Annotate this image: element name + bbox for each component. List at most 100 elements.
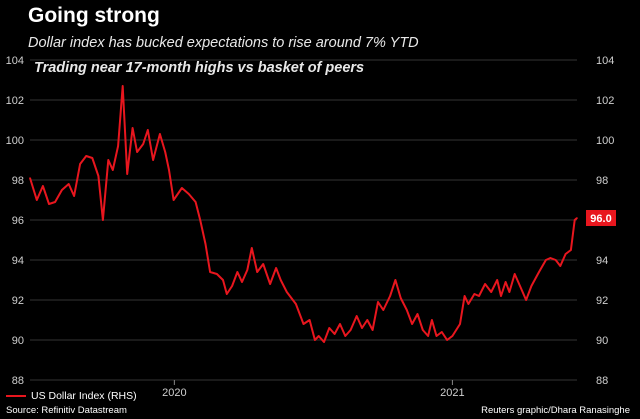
series-line bbox=[29, 85, 578, 343]
y-tick-label-right: 104 bbox=[596, 55, 614, 67]
x-tick-label: 2021 bbox=[440, 387, 464, 399]
data-point bbox=[216, 273, 218, 275]
data-point bbox=[349, 329, 352, 331]
data-point bbox=[545, 259, 547, 261]
y-tick-label-left: 102 bbox=[6, 95, 24, 107]
data-point bbox=[573, 219, 576, 221]
data-point bbox=[328, 327, 331, 329]
data-point bbox=[576, 217, 578, 219]
data-point bbox=[484, 283, 486, 285]
data-point bbox=[136, 151, 138, 153]
data-point bbox=[496, 279, 499, 281]
data-point bbox=[451, 335, 454, 337]
data-point bbox=[131, 127, 134, 129]
data-point bbox=[295, 303, 297, 305]
x-tick-label: 2020 bbox=[162, 387, 186, 399]
data-point bbox=[188, 193, 190, 195]
data-point bbox=[256, 271, 259, 273]
data-point bbox=[570, 249, 572, 251]
data-point bbox=[500, 295, 502, 297]
data-point bbox=[422, 329, 424, 331]
y-tick-label-left: 94 bbox=[12, 255, 24, 267]
data-point bbox=[355, 315, 358, 317]
y-tick-label-right: 88 bbox=[596, 375, 608, 387]
data-point bbox=[559, 265, 562, 267]
data-point bbox=[314, 339, 316, 341]
data-point bbox=[61, 189, 63, 191]
data-point bbox=[262, 263, 265, 265]
data-point bbox=[317, 335, 320, 337]
data-point bbox=[554, 259, 557, 261]
data-point bbox=[209, 271, 211, 273]
data-point bbox=[308, 319, 311, 321]
data-point bbox=[236, 271, 239, 273]
legend-label: US Dollar Index (RHS) bbox=[31, 390, 137, 402]
data-point bbox=[371, 329, 374, 331]
data-point bbox=[29, 177, 31, 179]
legend: US Dollar Index (RHS) bbox=[6, 390, 137, 402]
y-tick-label-right: 102 bbox=[596, 95, 614, 107]
data-point bbox=[67, 183, 70, 185]
data-point bbox=[121, 85, 124, 87]
series-group bbox=[29, 85, 578, 343]
data-point bbox=[85, 155, 87, 157]
data-point bbox=[431, 319, 433, 321]
data-point bbox=[152, 159, 154, 161]
data-point bbox=[377, 301, 379, 303]
y-tick-label-left: 96 bbox=[12, 215, 24, 227]
data-point bbox=[406, 309, 408, 311]
data-point bbox=[79, 163, 81, 165]
y-tick-label-right: 100 bbox=[596, 135, 614, 147]
data-point bbox=[164, 151, 166, 153]
data-point bbox=[382, 309, 385, 311]
data-point bbox=[361, 327, 363, 329]
gridlines bbox=[30, 59, 577, 381]
chart-title: Going strong bbox=[28, 4, 160, 27]
y-tick-label-right: 92 bbox=[596, 295, 608, 307]
data-point bbox=[269, 283, 271, 285]
data-point bbox=[112, 169, 114, 171]
data-point bbox=[344, 335, 347, 337]
chart-annotation: Trading near 17-month highs vs basket of… bbox=[34, 60, 365, 76]
data-point bbox=[222, 279, 224, 281]
data-point bbox=[36, 199, 38, 201]
chart-subtitle: Dollar index has bucked expectations to … bbox=[28, 35, 419, 51]
data-point bbox=[91, 157, 94, 159]
data-point bbox=[416, 313, 419, 315]
data-point bbox=[564, 253, 567, 255]
data-point bbox=[194, 201, 197, 203]
data-point bbox=[427, 335, 429, 337]
data-point bbox=[538, 271, 540, 273]
data-point bbox=[231, 285, 233, 287]
end-value-badge bbox=[586, 210, 616, 226]
data-point bbox=[279, 279, 282, 281]
x-axis: 2020 2021 bbox=[162, 380, 465, 399]
data-point bbox=[508, 291, 511, 293]
y-tick-label-left: 98 bbox=[12, 175, 24, 187]
data-point bbox=[519, 285, 521, 287]
data-point bbox=[251, 247, 253, 249]
data-point bbox=[530, 285, 533, 287]
data-point bbox=[459, 323, 461, 325]
y-tick-label-right: 98 bbox=[596, 175, 608, 187]
data-point bbox=[441, 331, 443, 333]
data-point bbox=[117, 145, 119, 147]
data-point bbox=[48, 203, 50, 205]
data-point bbox=[204, 243, 207, 245]
data-point bbox=[525, 299, 527, 301]
data-point bbox=[142, 143, 144, 145]
y-tick-label-right: 90 bbox=[596, 335, 608, 347]
data-point bbox=[323, 341, 325, 343]
data-point bbox=[366, 319, 369, 321]
data-point bbox=[172, 199, 175, 201]
legend-swatch bbox=[6, 395, 26, 397]
data-point bbox=[435, 335, 438, 337]
data-point bbox=[107, 159, 110, 161]
data-point bbox=[73, 195, 75, 197]
source-note: Source: Refinitiv Datastream bbox=[6, 405, 127, 416]
y-tick-label-left: 90 bbox=[12, 335, 24, 347]
data-point bbox=[54, 201, 56, 203]
y-tick-label-left: 88 bbox=[12, 375, 24, 387]
data-point bbox=[241, 281, 243, 283]
